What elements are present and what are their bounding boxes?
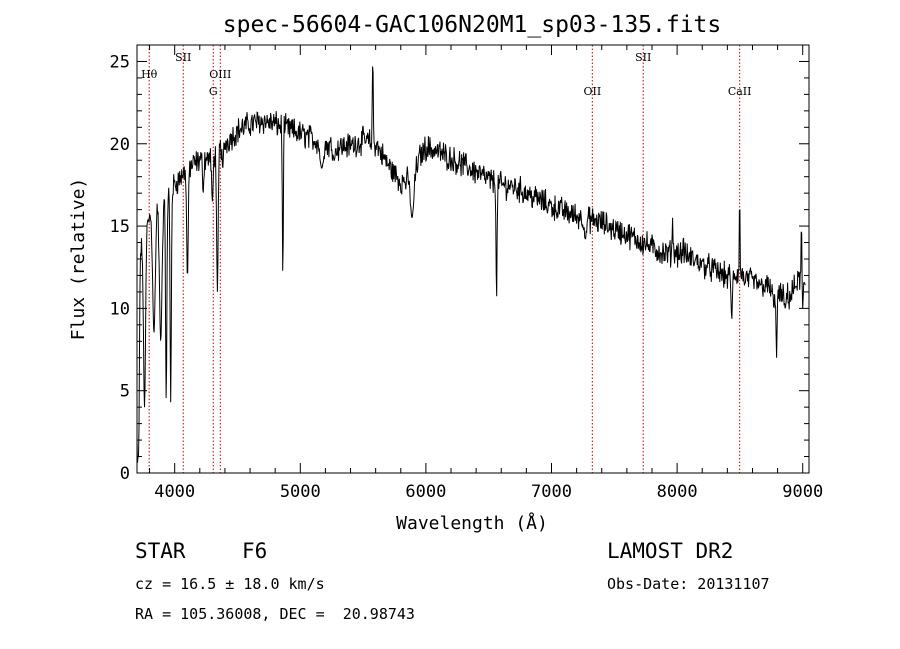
chart-title: spec-56604-GAC106N20M1_sp03-135.fits xyxy=(223,12,722,38)
line-marker-label: OII xyxy=(583,85,601,98)
y-tick-label: 15 xyxy=(110,217,130,237)
line-marker-label: G xyxy=(209,85,218,98)
x-tick-label: 7000 xyxy=(531,482,572,502)
line-marker-label: SII xyxy=(635,51,651,64)
obs-date: Obs-Date: 20131107 xyxy=(607,575,770,593)
x-axis-ticks: 4000 5000 6000 7000 8000 9000 xyxy=(149,45,823,502)
x-tick-label: 5000 xyxy=(280,482,321,502)
object-class: STAR xyxy=(135,539,186,563)
y-tick-label: 25 xyxy=(110,52,130,72)
redshift-cz: cz = 16.5 ± 18.0 km/s xyxy=(135,575,325,593)
x-tick-label: 4000 xyxy=(154,482,195,502)
x-tick-label: 8000 xyxy=(657,482,698,502)
y-tick-label: 0 xyxy=(120,464,130,484)
y-axis-label: Flux (relative) xyxy=(68,178,89,341)
x-axis-label: Wavelength (Å) xyxy=(396,512,548,534)
spectrum-line xyxy=(136,66,806,463)
line-marker-label: SII xyxy=(175,51,191,64)
plot-frame xyxy=(136,44,810,474)
spectral-line-markers: Hθ SII OIII G OII SII CaII xyxy=(141,45,752,473)
x-tick-label: 6000 xyxy=(405,482,446,502)
line-marker-label: CaII xyxy=(728,85,752,98)
y-axis-label-group: Flux (relative) xyxy=(68,178,89,341)
x-tick-label: 9000 xyxy=(782,482,823,502)
line-marker-label: OIII xyxy=(209,68,231,81)
line-marker-label: Hθ xyxy=(141,68,158,81)
y-tick-label: 20 xyxy=(110,135,130,155)
y-tick-label: 5 xyxy=(120,382,130,402)
coordinates: RA = 105.36008, DEC = 20.98743 xyxy=(135,605,415,623)
object-subclass: F6 xyxy=(242,539,268,563)
y-tick-label: 10 xyxy=(110,299,130,319)
survey-name: LAMOST DR2 xyxy=(607,539,734,563)
